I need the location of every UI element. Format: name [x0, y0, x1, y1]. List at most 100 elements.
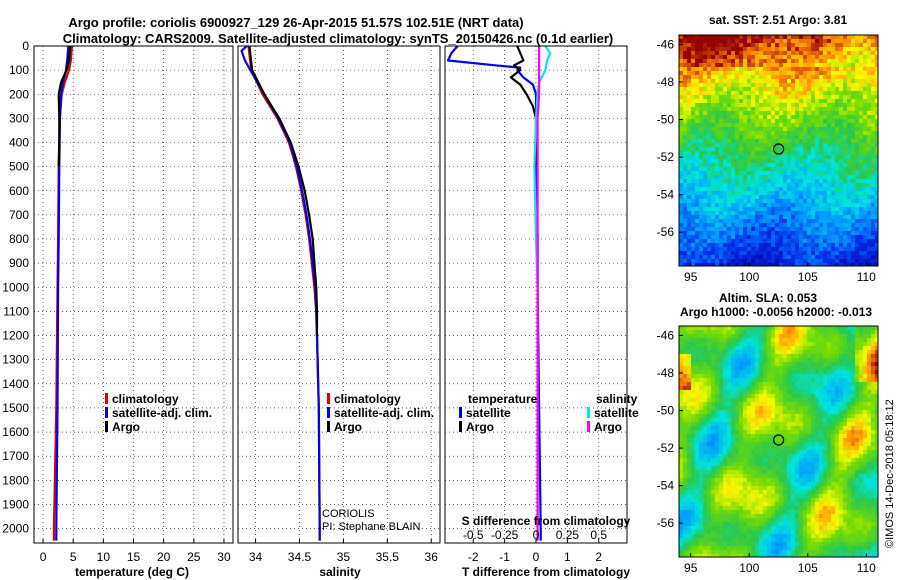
heatmap-cell — [871, 199, 875, 203]
heatmap-cell — [747, 418, 751, 422]
heatmap-cell — [731, 39, 735, 43]
heatmap-cell — [867, 67, 871, 71]
heatmap-cell — [747, 215, 751, 219]
heatmap-cell — [791, 159, 795, 163]
heatmap-cell — [819, 131, 823, 135]
heatmap-cell — [823, 39, 827, 43]
heatmap-cell — [739, 239, 743, 243]
heatmap-cell — [755, 330, 759, 334]
heatmap-cell — [867, 155, 871, 159]
heatmap-cell — [727, 470, 731, 474]
heatmap-cell — [855, 143, 859, 147]
heatmap-cell — [699, 330, 703, 334]
heatmap-cell — [811, 175, 815, 179]
heatmap-cell — [875, 39, 878, 43]
heatmap-cell — [791, 171, 795, 175]
heatmap-cell — [775, 179, 779, 183]
heatmap-cell — [847, 219, 851, 223]
heatmap-cell — [831, 442, 835, 446]
heatmap-cell — [695, 155, 699, 159]
heatmap-cell — [683, 143, 687, 147]
heatmap-cell — [815, 466, 819, 470]
heatmap-cell — [803, 394, 807, 398]
heatmap-cell — [767, 71, 771, 75]
heatmap-cell — [787, 259, 791, 263]
heatmap-cell — [735, 255, 739, 259]
heatmap-cell — [719, 167, 723, 171]
heatmap-cell — [739, 418, 743, 422]
heatmap-cell — [863, 378, 867, 382]
heatmap-cell — [839, 151, 843, 155]
heatmap-cell — [787, 91, 791, 95]
heatmap-cell — [727, 255, 731, 259]
heatmap-cell — [815, 390, 819, 394]
heatmap-cell — [767, 147, 771, 151]
heatmap-cell — [739, 334, 743, 338]
heatmap-cell — [811, 83, 815, 87]
heatmap-cell — [831, 167, 835, 171]
heatmap-cell — [807, 67, 811, 71]
heatmap-cell — [835, 147, 839, 151]
heatmap-cell — [751, 59, 755, 63]
heatmap-cell — [727, 227, 731, 231]
heatmap-cell — [803, 247, 807, 251]
heatmap-cell — [871, 263, 875, 266]
heatmap-cell — [795, 163, 799, 167]
heatmap-cell — [703, 362, 707, 366]
heatmap-cell — [755, 167, 759, 171]
heatmap-cell — [751, 147, 755, 151]
heatmap-cell — [719, 163, 723, 167]
heatmap-cell — [851, 362, 855, 366]
heatmap-cell — [851, 442, 855, 446]
heatmap-cell — [823, 171, 827, 175]
heatmap-cell — [703, 390, 707, 394]
heatmap-cell — [711, 163, 715, 167]
heatmap-cell — [827, 243, 831, 247]
heatmap-cell — [755, 75, 759, 79]
heatmap-cell — [775, 171, 779, 175]
heatmap-cell — [695, 127, 699, 131]
heatmap-cell — [711, 434, 715, 438]
heatmap-cell — [739, 350, 743, 354]
heatmap-cell — [811, 231, 815, 235]
heatmap-cell — [871, 394, 875, 398]
heatmap-cell — [831, 251, 835, 255]
heatmap-cell — [807, 207, 811, 211]
heatmap-cell — [699, 115, 703, 119]
heatmap-cell — [771, 187, 775, 191]
heatmap-cell — [711, 402, 715, 406]
heatmap-cell — [679, 378, 683, 382]
heatmap-cell — [779, 203, 783, 207]
heatmap-cell — [791, 167, 795, 171]
heatmap-cell — [827, 334, 831, 338]
heatmap-cell — [707, 135, 711, 139]
heatmap-cell — [827, 75, 831, 79]
heatmap-cell — [679, 426, 683, 430]
heatmap-cell — [823, 442, 827, 446]
heatmap-cell — [723, 454, 727, 458]
heatmap-cell — [851, 91, 855, 95]
heatmap-cell — [715, 39, 719, 43]
heatmap-cell — [759, 163, 763, 167]
heatmap-cell — [703, 255, 707, 259]
heatmap-cell — [847, 51, 851, 55]
heatmap-cell — [839, 418, 843, 422]
heatmap-cell — [779, 346, 783, 350]
heatmap-cell — [819, 111, 823, 115]
heatmap-cell — [679, 111, 683, 115]
heatmap-cell — [747, 163, 751, 167]
heatmap-cell — [867, 187, 871, 191]
heatmap-cell — [747, 155, 751, 159]
heatmap-cell — [763, 71, 767, 75]
heatmap-cell — [835, 195, 839, 199]
heatmap-cell — [767, 183, 771, 187]
heatmap-cell — [679, 430, 683, 434]
heatmap-cell — [767, 167, 771, 171]
heatmap-cell — [699, 55, 703, 59]
heatmap-cell — [855, 155, 859, 159]
heatmap-cell — [755, 223, 759, 227]
heatmap-cell — [783, 422, 787, 426]
heatmap-cell — [711, 334, 715, 338]
x-tick-label: 35.5 — [376, 550, 400, 564]
heatmap-cell — [731, 382, 735, 386]
